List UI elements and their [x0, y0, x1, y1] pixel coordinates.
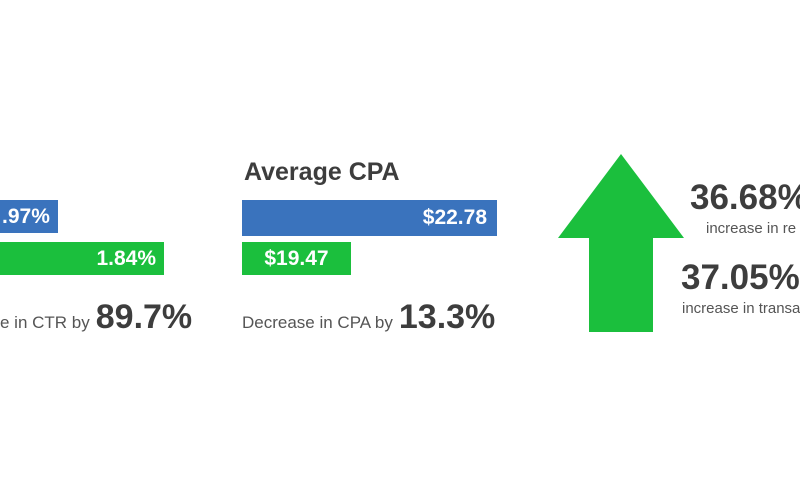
cpa-caption: Decrease in CPA by 13.3%: [242, 298, 495, 337]
cpa-caption-text: Decrease in CPA by: [242, 313, 393, 332]
stat-1-label: increase in re: [706, 220, 797, 237]
cpa-bar-after: $19.47: [242, 242, 351, 275]
cpa-title: Average CPA: [244, 158, 400, 186]
ctr-bar-after: 1.84%: [0, 242, 164, 275]
ctr-bar-before: .97%: [0, 200, 58, 233]
cpa-caption-value: 13.3%: [398, 298, 496, 336]
cpa-bar-before: $22.78: [242, 200, 497, 236]
ctr-caption-value: 89.7%: [95, 298, 193, 336]
ctr-bar-after-label: 1.84%: [96, 246, 156, 270]
stat-2-label: increase in transa: [682, 300, 800, 317]
ctr-caption-text: e in CTR by: [0, 313, 90, 332]
stat-1-value: 36.68%: [690, 178, 800, 217]
ctr-caption: e in CTR by 89.7%: [0, 298, 192, 337]
cpa-bar-after-label: $19.47: [264, 246, 329, 270]
up-arrow-icon: [558, 154, 684, 332]
ctr-bar-before-label: .97%: [2, 204, 50, 228]
stat-2-value: 37.05%: [681, 258, 800, 297]
cpa-bar-before-label: $22.78: [422, 206, 487, 229]
